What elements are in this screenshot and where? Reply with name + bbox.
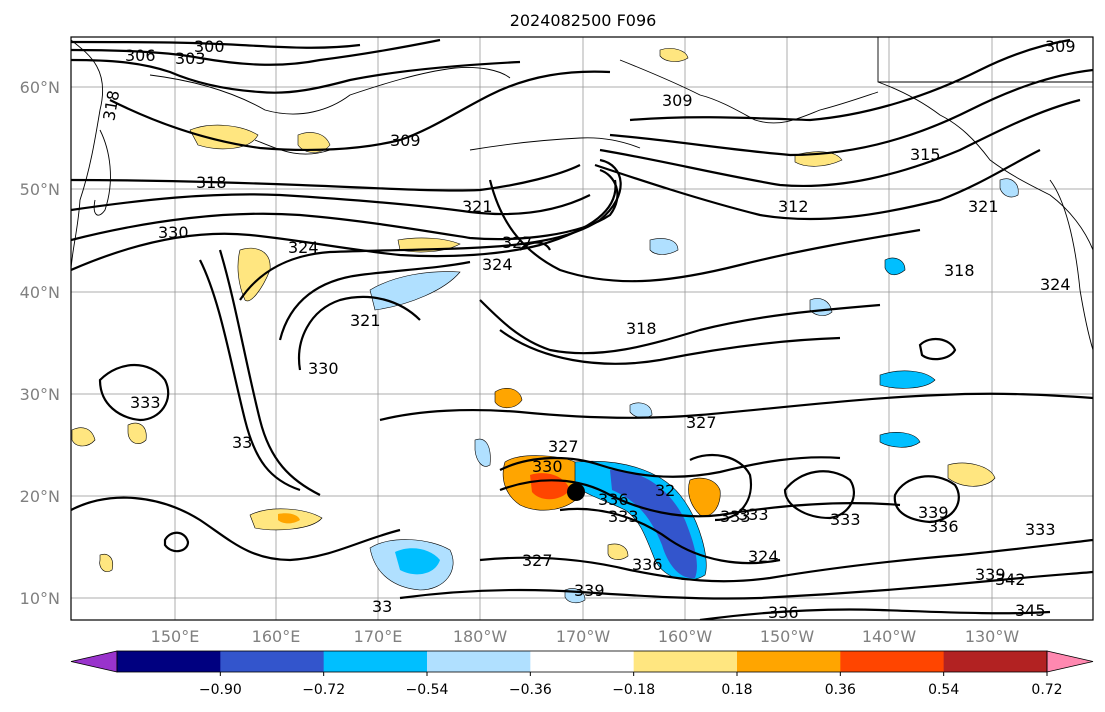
contour-label: 32 [655,481,675,500]
lon-label: 140°W [862,627,917,646]
contour-label: 327 [502,233,533,252]
colorbar-extend-high [1046,650,1094,673]
coastlines [71,37,1093,351]
lon-label: 150°E [151,627,200,646]
contour-label: 321 [462,197,493,216]
contour-label: 339 [918,503,949,522]
contours [71,38,1093,620]
contour-label: 324 [1040,275,1071,294]
colorbar-tick-label: −0.90 [199,682,242,698]
contour-label: 327 [522,551,553,570]
contour-label: 303 [175,49,206,68]
graticule [71,37,1093,620]
colorbar-extend-low [70,650,118,673]
colorbar-outline [116,650,1048,673]
latitude-labels: 60°N 50°N 40°N 30°N 20°N 10°N [20,78,60,608]
contour-label: 333 [608,507,639,526]
colorbar-tick-label: 0.36 [825,682,856,698]
map-title: 2024082500 F096 [510,11,657,30]
contour-label: 339 [975,565,1006,584]
contour-label: 336 [768,603,799,622]
contour-label: 333 [830,510,861,529]
contour-label: 315 [910,145,941,164]
contour-label: 318 [196,173,227,192]
storm-center-marker [567,483,585,501]
colorbar-tick-label: −0.36 [509,682,552,698]
lat-label: 40°N [20,283,60,302]
longitude-labels: 150°E 160°E 170°E 180°W 170°W 160°W 150°… [151,627,1020,646]
contour-label: 309 [662,91,693,110]
map-contents: 300 303 306 309 309 318 318 321 330 324 … [71,37,1093,622]
contour-label: 330 [532,457,563,476]
contour-label: 345 [1015,601,1046,620]
contour-label: 333 [130,393,161,412]
contour-label: 330 [158,223,189,242]
contour-label: 324 [482,255,513,274]
lon-label: 130°W [965,627,1020,646]
contour-label: 321 [968,197,999,216]
colorbar-segment [737,651,841,672]
lat-label: 30°N [20,385,60,404]
shaded-field [71,48,1019,604]
contour-label: 33 [372,597,392,616]
colorbar-segment [840,651,945,672]
lon-label: 170°E [354,627,403,646]
colorbar-segment [323,651,428,672]
lat-label: 60°N [20,78,60,97]
contour-label: 309 [390,131,421,150]
contour-label: 327 [686,413,717,432]
lon-label: 180°W [453,627,508,646]
colorbar-tick-label: 0.72 [1031,682,1062,698]
contour-label: 339 [574,581,605,600]
contour-label: 318 [944,261,975,280]
contour-label: 333 [738,505,769,524]
colorbar-tick-label: 0.54 [928,682,959,698]
contour-label: 342 [995,570,1026,589]
contour-label: 327 [548,437,579,456]
colorbar-tick-label: −0.18 [612,682,655,698]
colorbar-segment [943,651,1048,672]
contour-label: 336 [632,555,663,574]
lat-label: 50°N [20,180,60,199]
contour-label: 336 [598,490,629,509]
contour-label: 324 [748,547,779,566]
lon-label: 160°W [658,627,713,646]
colorbar-tick-label: −0.54 [406,682,449,698]
contour-label: 330 [308,359,339,378]
contour-label: 312 [778,197,809,216]
contour-label: 318 [626,319,657,338]
contour-labels: 300 303 306 309 309 318 318 321 330 324 … [99,37,1076,622]
colorbar-segment [117,651,221,672]
colorbar: −0.90 −0.72 −0.54 −0.36 −0.18 0.18 0.36 0.54 0.7… [70,650,1094,698]
colorbar-tick-label: −0.72 [302,682,345,698]
colorbar-segment [220,651,325,672]
contour-label: 336 [928,517,959,536]
colorbar-segment [427,651,531,672]
contour-label: 324 [288,238,319,257]
contour-label: 309 [1045,37,1076,56]
contour-label: 33 [232,433,252,452]
contour-label: 333 [1025,520,1056,539]
lat-label: 10°N [20,589,60,608]
lat-label: 20°N [20,487,60,506]
lon-label: 160°E [252,627,301,646]
contour-label: 306 [125,46,156,65]
contour-label: 300 [194,37,225,56]
colorbar-tick-label: 0.18 [721,682,752,698]
lon-label: 170°W [556,627,611,646]
contour-label: 321 [350,311,381,330]
contour-label: 333 [720,507,751,526]
colorbar-segment [633,651,738,672]
map-border [70,36,1094,621]
colorbar-segment [530,651,635,672]
lon-label: 150°W [760,627,815,646]
